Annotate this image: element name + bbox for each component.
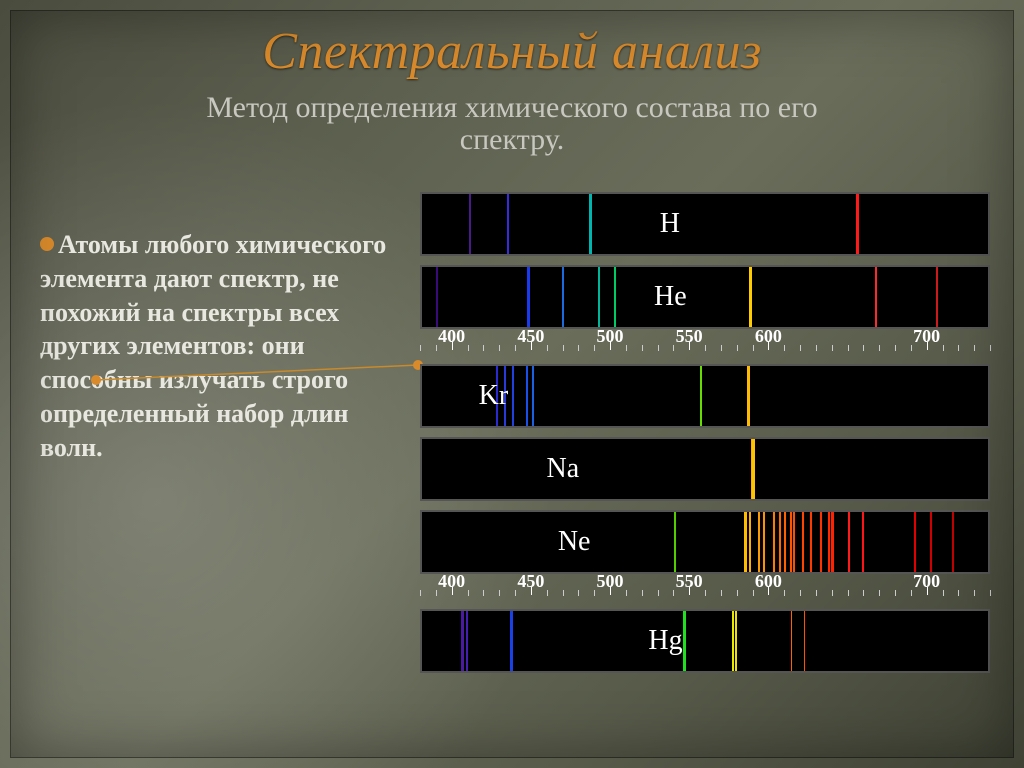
slide: Спектральный анализ Метод определения хи… bbox=[0, 0, 1024, 768]
spectrum-label-Ne: Ne bbox=[558, 526, 591, 558]
spectral-line bbox=[758, 512, 760, 572]
spectral-line bbox=[526, 366, 528, 426]
spectral-line bbox=[598, 267, 600, 327]
spectral-line bbox=[510, 611, 513, 671]
spectral-line bbox=[532, 366, 534, 426]
spectral-line bbox=[735, 611, 737, 671]
spectral-line bbox=[875, 267, 877, 327]
wavelength-axis: 400450500550600700 bbox=[420, 326, 990, 350]
spectrum-label-He: He bbox=[654, 281, 687, 313]
spectral-line bbox=[744, 512, 747, 572]
spectrum-H: H bbox=[420, 192, 990, 256]
spectral-line bbox=[507, 194, 509, 254]
spectrum-He: He bbox=[420, 265, 990, 329]
spectral-line bbox=[936, 267, 938, 327]
spectral-line bbox=[496, 366, 498, 426]
spectral-line bbox=[466, 611, 468, 671]
spectral-line bbox=[848, 512, 850, 572]
spectral-line bbox=[790, 512, 792, 572]
spectral-line bbox=[700, 366, 702, 426]
spectral-line bbox=[914, 512, 916, 572]
spectrum-Kr: Kr bbox=[420, 364, 990, 428]
spectral-line bbox=[749, 512, 751, 572]
spectral-line bbox=[763, 512, 765, 572]
spectrum-label-Hg: Hg bbox=[648, 625, 682, 657]
spectral-line bbox=[779, 512, 781, 572]
spectrum-label-Na: Na bbox=[547, 453, 580, 485]
spectral-line bbox=[831, 512, 834, 572]
spectral-line bbox=[589, 194, 592, 254]
spectra-panel: H He 400450500550600700 Kr Na Ne 4004505005506… bbox=[420, 192, 990, 673]
spectral-line bbox=[674, 512, 676, 572]
spectral-line bbox=[527, 267, 530, 327]
spectral-line bbox=[469, 194, 471, 254]
slide-subtitle: Метод определения химического состава по… bbox=[0, 92, 1024, 155]
spectral-line bbox=[749, 267, 752, 327]
subtitle-line1: Метод определения химического состава по… bbox=[206, 91, 817, 124]
subtitle-line2: спектру. bbox=[460, 123, 564, 156]
spectrum-Na: Na bbox=[420, 437, 990, 501]
spectral-line bbox=[804, 611, 805, 671]
spectral-line bbox=[436, 267, 438, 327]
spectral-line bbox=[820, 512, 822, 572]
spectral-line bbox=[461, 611, 464, 671]
spectral-line bbox=[802, 512, 804, 572]
spectral-line bbox=[862, 512, 864, 572]
body-text: Атомы любого химического элемента дают с… bbox=[40, 228, 400, 465]
spectral-line bbox=[512, 366, 514, 426]
spectral-line bbox=[683, 611, 686, 671]
spectral-line bbox=[747, 366, 750, 426]
bullet-icon bbox=[40, 237, 54, 251]
spectral-line bbox=[828, 512, 830, 572]
spectral-line bbox=[773, 512, 775, 572]
spectral-line bbox=[930, 512, 932, 572]
spectral-line bbox=[856, 194, 859, 254]
body-paragraph: Атомы любого химического элемента дают с… bbox=[40, 230, 386, 462]
spectrum-label-H: H bbox=[660, 208, 680, 240]
spectral-line bbox=[952, 512, 954, 572]
spectral-line bbox=[793, 512, 795, 572]
spectral-line bbox=[791, 611, 792, 671]
spectrum-Hg: Hg bbox=[420, 609, 990, 673]
slide-title: Спектральный анализ bbox=[0, 22, 1024, 81]
spectrum-Ne: Ne bbox=[420, 510, 990, 574]
spectral-line bbox=[504, 366, 506, 426]
spectral-line bbox=[810, 512, 812, 572]
spectral-line bbox=[732, 611, 734, 671]
spectral-line bbox=[752, 439, 755, 499]
wavelength-axis: 400450500550600700 bbox=[420, 571, 990, 595]
spectral-line bbox=[562, 267, 564, 327]
spectral-line bbox=[614, 267, 616, 327]
spectral-line bbox=[784, 512, 786, 572]
